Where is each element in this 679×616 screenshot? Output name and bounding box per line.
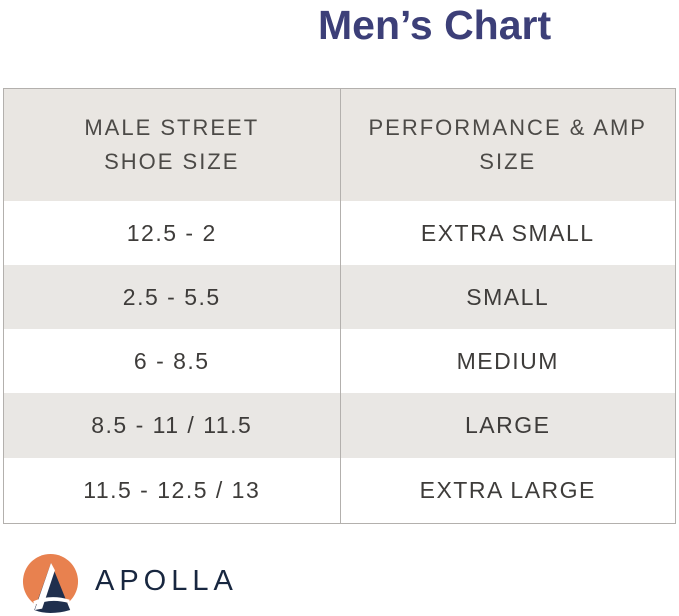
shoe-size-cell: 8.5 - 11 / 11.5 — [91, 412, 253, 438]
header-shoe-size: MALE STREET SHOE SIZE — [84, 114, 260, 174]
table-row: 11.5 - 12.5 / 13 EXTRA LARGE — [4, 458, 675, 523]
brand-footer: APOLLA — [21, 553, 238, 613]
shoe-size-cell: 11.5 - 12.5 / 13 — [83, 477, 261, 503]
table-header-row: MALE STREET SHOE SIZE PERFORMANCE & AMP … — [4, 89, 675, 201]
sock-size-cell: LARGE — [339, 393, 676, 458]
table-row: 12.5 - 2 EXTRA SMALL — [4, 201, 675, 265]
shoe-size-cell: 2.5 - 5.5 — [122, 283, 221, 310]
shoe-size-cell: 6 - 8.5 — [133, 347, 210, 374]
sock-size-cell: SMALL — [339, 265, 676, 329]
shoe-size-cell: 12.5 - 2 — [126, 219, 217, 246]
size-table: MALE STREET SHOE SIZE PERFORMANCE & AMP … — [3, 88, 676, 524]
apolla-a-icon — [22, 553, 79, 613]
page-title: Men’s Chart — [318, 2, 552, 48]
sock-size-cell: EXTRA SMALL — [339, 201, 676, 265]
table-row: 8.5 - 11 / 11.5 LARGE — [4, 393, 675, 458]
table-row: 2.5 - 5.5 SMALL — [4, 265, 675, 329]
sock-size-cell: EXTRA LARGE — [339, 458, 676, 523]
brand-name: APOLLA — [95, 564, 238, 597]
sock-size-cell: MEDIUM — [339, 329, 676, 393]
header-sock-size: PERFORMANCE & AMP SIZE — [339, 89, 676, 201]
table-row: 6 - 8.5 MEDIUM — [4, 329, 675, 393]
